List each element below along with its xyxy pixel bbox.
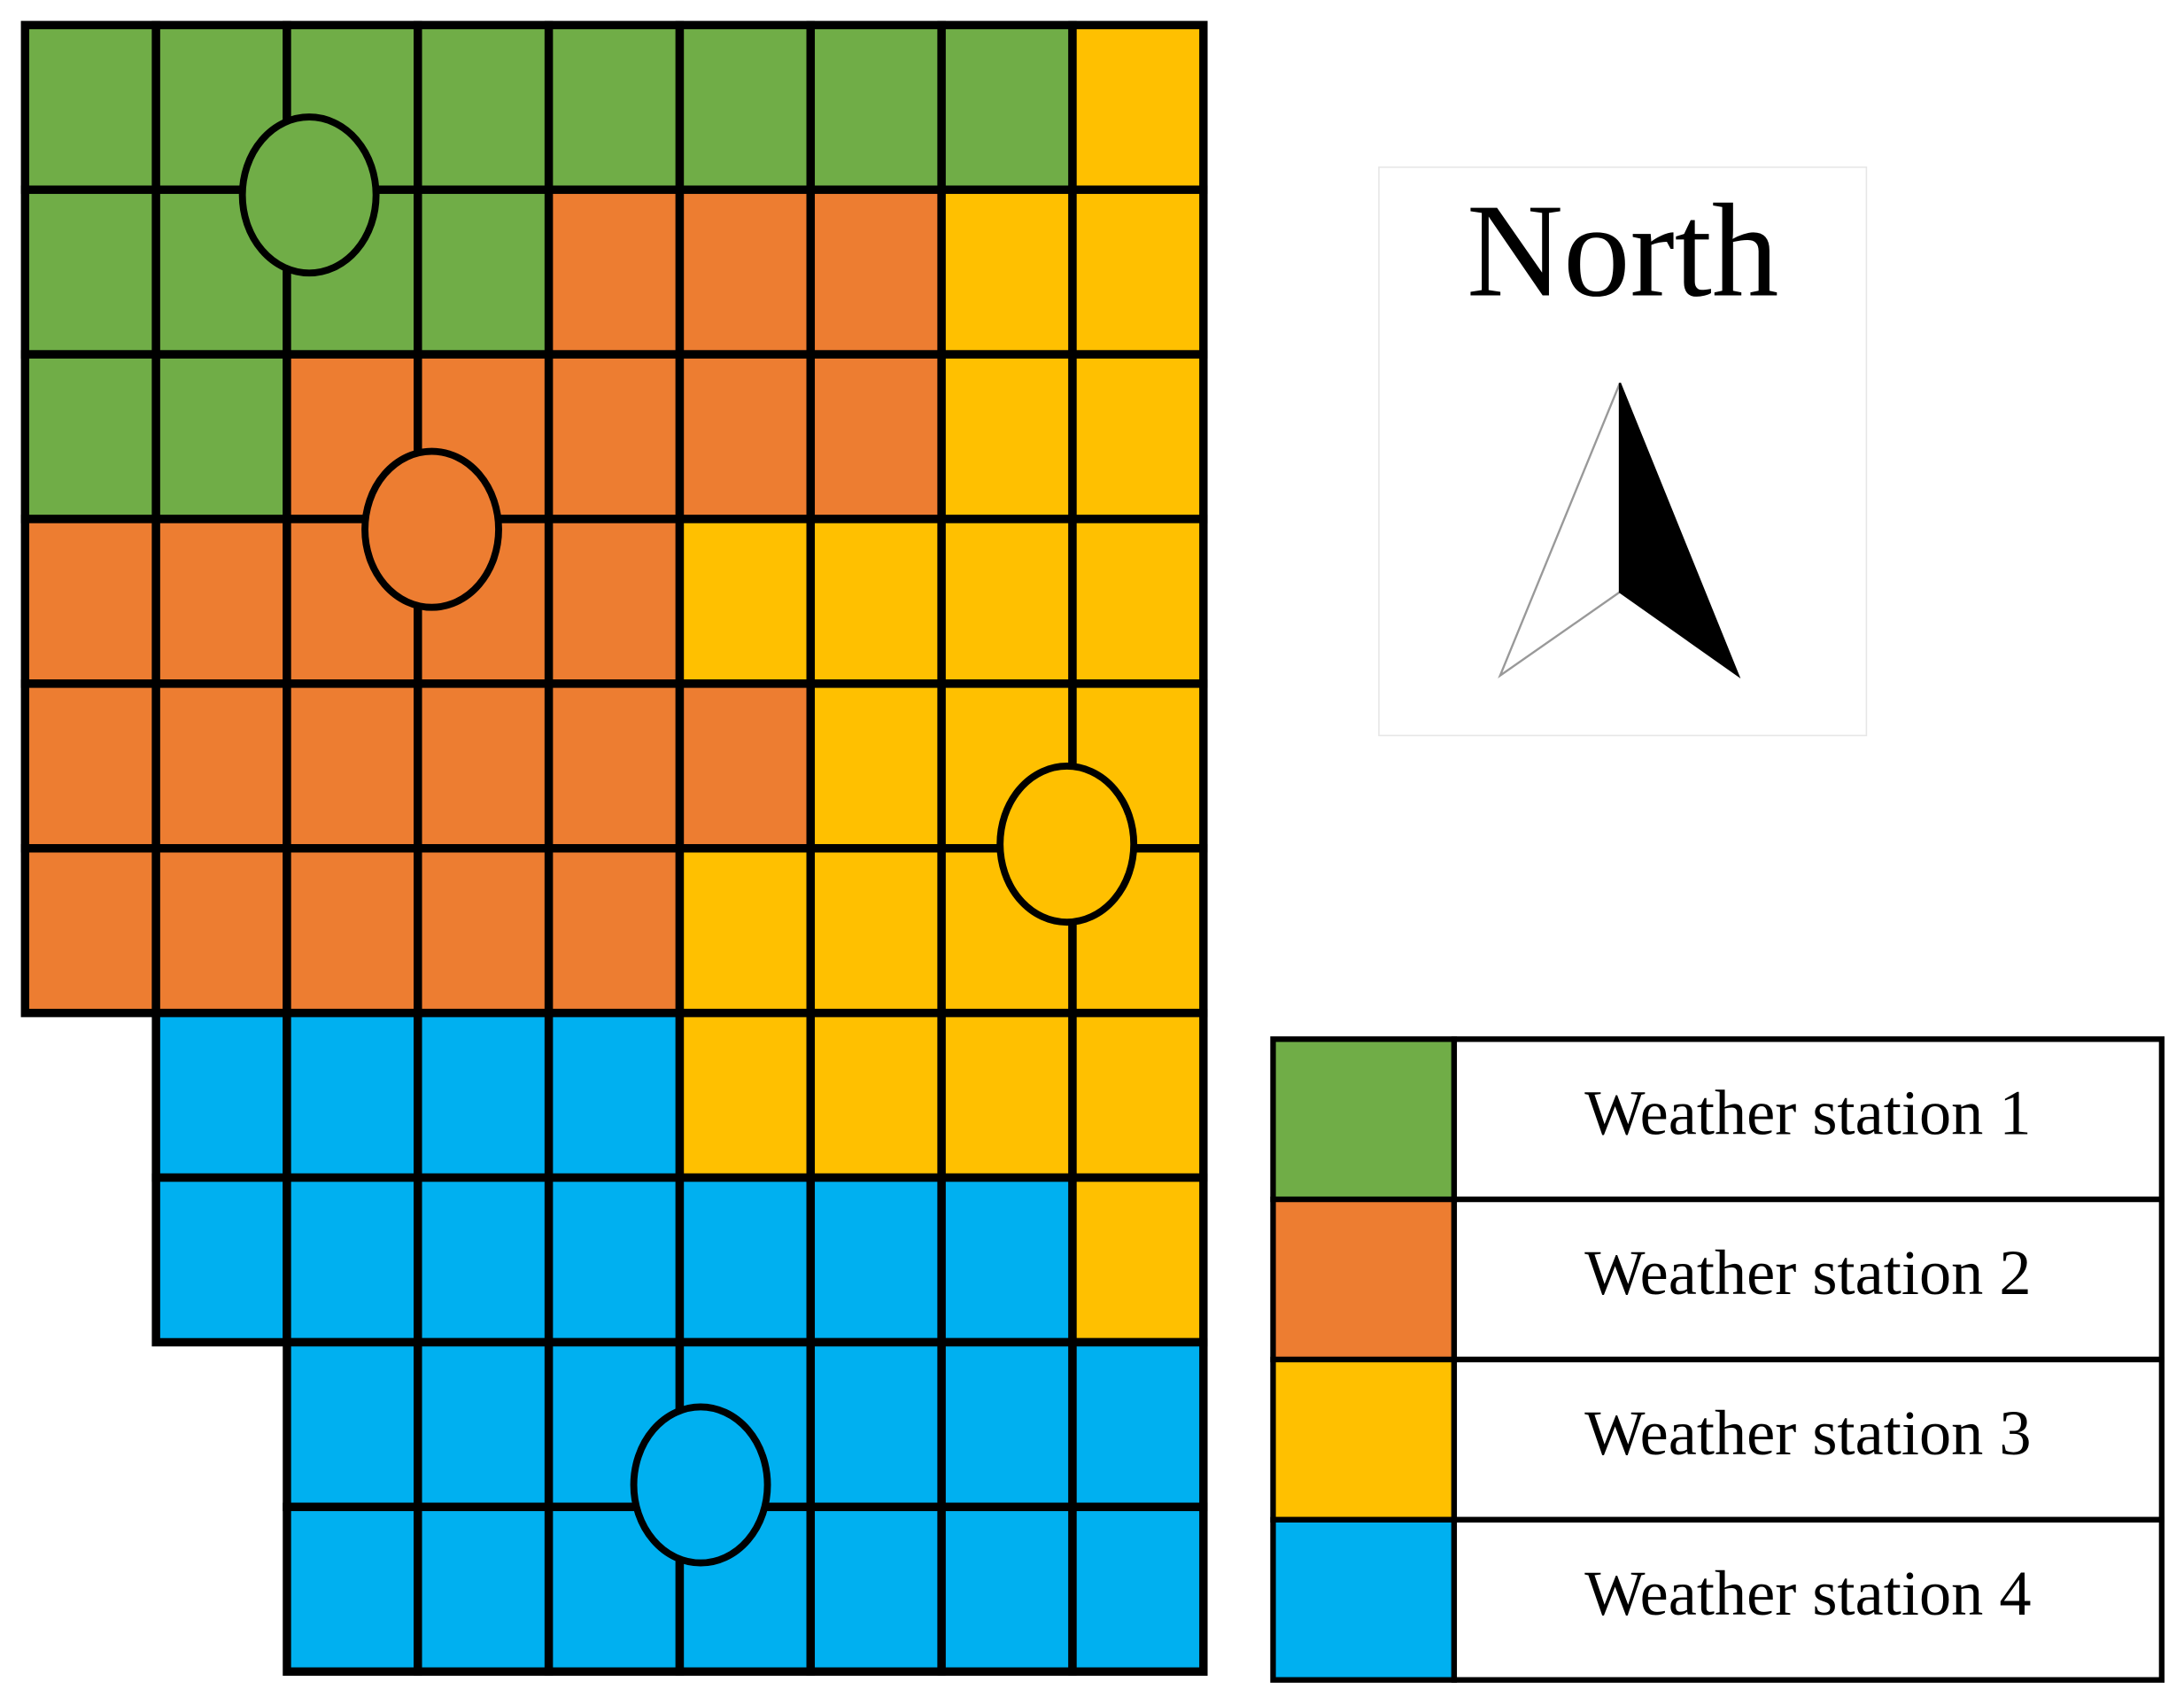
grid-cell [544, 1173, 685, 1347]
grid-cell [1068, 1173, 1208, 1347]
grid-cell [937, 515, 1077, 688]
grid-cell [544, 350, 685, 523]
grid-cell [151, 515, 291, 688]
legend-swatch [1270, 1036, 1458, 1203]
grid-cell [937, 350, 1077, 523]
grid-cell [806, 844, 946, 1018]
legend-swatch [1270, 1196, 1458, 1363]
grid-cell [675, 1008, 816, 1182]
grid-cell [414, 20, 554, 194]
grid-cell [20, 515, 160, 688]
station-markers [238, 113, 1138, 1567]
grid-cell [151, 679, 291, 853]
grid-cell [806, 1173, 946, 1347]
grid-cell [151, 350, 291, 523]
grid-cell [1068, 1337, 1208, 1512]
grid-cell [544, 185, 685, 359]
legend-swatch [1270, 1516, 1458, 1683]
grid-cell [283, 1502, 422, 1676]
grid-cell [937, 185, 1077, 359]
grid-cell [151, 844, 291, 1018]
grid-cell [675, 185, 816, 359]
grid-cell [1068, 185, 1208, 359]
grid-cell [1068, 515, 1208, 688]
arrow-right [1618, 383, 1741, 679]
legend-label: Weather station 3 [1584, 1398, 2031, 1469]
grid-cell [806, 1337, 946, 1512]
grid-cell [544, 515, 685, 688]
grid-cell [1068, 1008, 1208, 1182]
grid-cell [414, 844, 554, 1018]
grid-cell [806, 515, 946, 688]
grid-cell [1068, 350, 1208, 523]
grid-cell [151, 1008, 291, 1182]
legend-label: Weather station 2 [1584, 1237, 2031, 1308]
grid-cell [1068, 1502, 1208, 1676]
grid-cell [151, 1173, 291, 1347]
grid-cell [414, 1173, 554, 1347]
compass-label: North [1467, 175, 1778, 324]
grid-cell [414, 1008, 554, 1182]
grid-cell [937, 1502, 1077, 1676]
grid-cell [544, 20, 685, 194]
grid-cell [283, 844, 422, 1018]
grid-cell [806, 185, 946, 359]
station-marker [361, 447, 502, 611]
grid-cell [283, 679, 422, 853]
legend-label: Weather station 1 [1584, 1077, 2031, 1148]
station-marker [630, 1403, 771, 1567]
station-grid [20, 20, 1208, 1676]
grid-cell [806, 1502, 946, 1676]
grid-cell [1068, 20, 1208, 194]
station-marker [996, 763, 1138, 926]
legend-cell [1451, 1356, 2165, 1523]
grid-cell [806, 350, 946, 523]
grid-cell [414, 679, 554, 853]
grid-cell [937, 1008, 1077, 1182]
grid-cell [20, 185, 160, 359]
grid-cell [544, 844, 685, 1018]
grid-cell [20, 20, 160, 194]
grid-cell [20, 679, 160, 853]
grid-cell [937, 1173, 1077, 1347]
grid-cell [675, 844, 816, 1018]
grid-cell [20, 844, 160, 1018]
legend-cell [1451, 1196, 2165, 1363]
grid-cell [283, 1173, 422, 1347]
grid-cell [675, 515, 816, 688]
grid-cell [806, 20, 946, 194]
grid-cell [675, 679, 816, 853]
grid-cell [544, 679, 685, 853]
station-marker [238, 113, 380, 277]
grid-cell [283, 1337, 422, 1512]
grid-cell [414, 1337, 554, 1512]
grid-cell [806, 679, 946, 853]
grid-cell [414, 185, 554, 359]
legend-cell [1451, 1516, 2165, 1683]
grid-cell [937, 1337, 1077, 1512]
legend-label: Weather station 4 [1584, 1558, 2031, 1629]
grid-cell [806, 1008, 946, 1182]
grid-cell [675, 350, 816, 523]
grid-cell [20, 350, 160, 523]
grid-cell [283, 1008, 422, 1182]
grid-cell [544, 1008, 685, 1182]
compass: North [1378, 166, 1868, 737]
grid-cell [937, 20, 1077, 194]
legend-swatch [1270, 1356, 1458, 1523]
grid-cell [414, 1502, 554, 1676]
grid-cell [675, 1173, 816, 1347]
grid-cell [675, 20, 816, 194]
legend: Weather station 1 Weather station 2 Weathe… [1270, 1036, 2165, 1683]
